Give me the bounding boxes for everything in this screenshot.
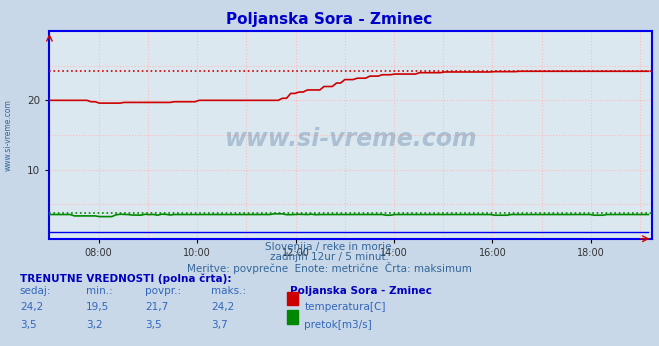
- Text: povpr.:: povpr.:: [145, 286, 181, 297]
- Text: Slovenija / reke in morje.: Slovenija / reke in morje.: [264, 242, 395, 252]
- Text: Poljanska Sora - Zminec: Poljanska Sora - Zminec: [227, 12, 432, 27]
- Text: 24,2: 24,2: [211, 302, 234, 312]
- Text: min.:: min.:: [86, 286, 113, 297]
- Text: 19,5: 19,5: [86, 302, 109, 312]
- Text: sedaj:: sedaj:: [20, 286, 51, 297]
- Text: 3,5: 3,5: [20, 320, 36, 330]
- Text: 24,2: 24,2: [20, 302, 43, 312]
- Text: 3,2: 3,2: [86, 320, 102, 330]
- Text: www.si-vreme.com: www.si-vreme.com: [3, 99, 13, 171]
- Text: 3,5: 3,5: [145, 320, 161, 330]
- Text: pretok[m3/s]: pretok[m3/s]: [304, 320, 372, 330]
- Text: Meritve: povprečne  Enote: metrične  Črta: maksimum: Meritve: povprečne Enote: metrične Črta:…: [187, 262, 472, 274]
- Text: www.si-vreme.com: www.si-vreme.com: [225, 127, 477, 151]
- Text: zadnjih 12ur / 5 minut.: zadnjih 12ur / 5 minut.: [270, 252, 389, 262]
- Text: temperatura[C]: temperatura[C]: [304, 302, 386, 312]
- Text: 3,7: 3,7: [211, 320, 227, 330]
- Text: TRENUTNE VREDNOSTI (polna črta):: TRENUTNE VREDNOSTI (polna črta):: [20, 273, 231, 284]
- Text: 21,7: 21,7: [145, 302, 168, 312]
- Text: Poljanska Sora - Zminec: Poljanska Sora - Zminec: [290, 286, 432, 297]
- Text: maks.:: maks.:: [211, 286, 246, 297]
